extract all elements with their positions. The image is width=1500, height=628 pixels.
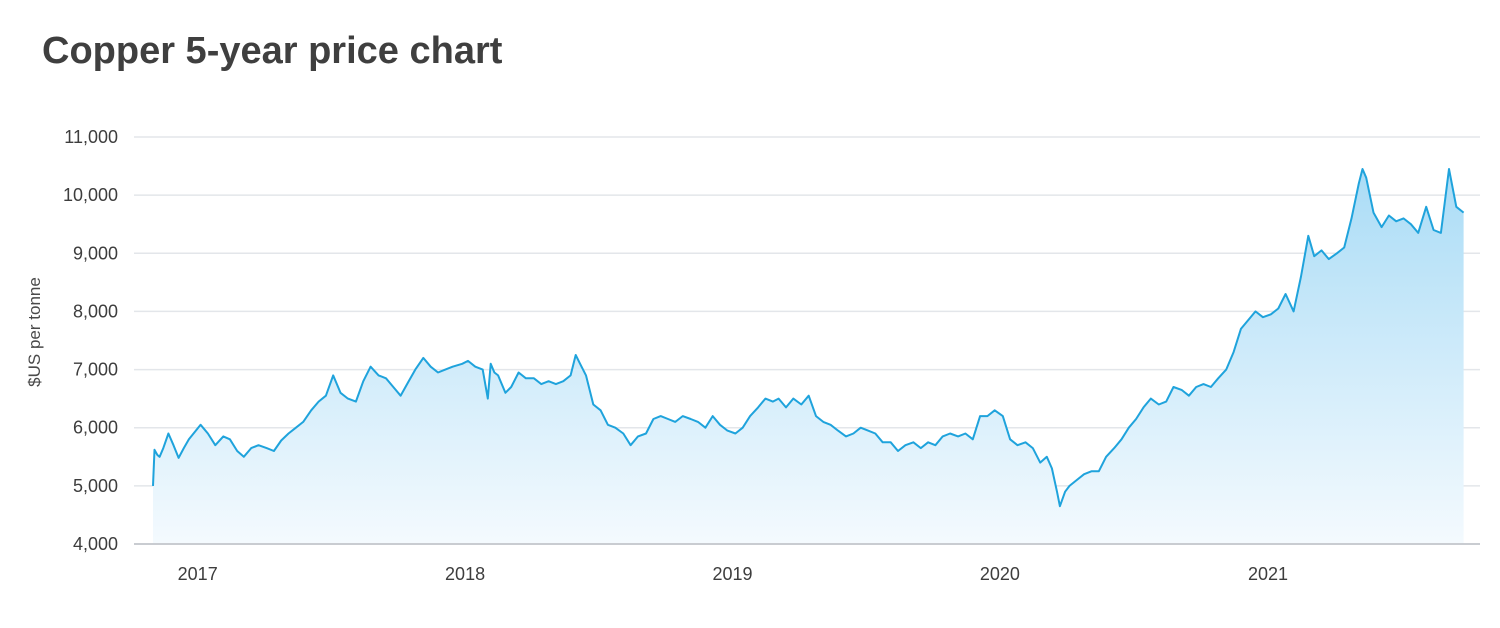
y-tick-label: 9,000 [73, 243, 118, 263]
x-tick-label: 2018 [445, 564, 485, 584]
x-tick-label: 2021 [1248, 564, 1288, 584]
y-axis-ticks: 4,000 5,000 6,000 7,000 8,000 9,000 10,000 11,0… [63, 127, 118, 554]
y-tick-label: 11,000 [64, 127, 118, 147]
y-tick-label: 7,000 [73, 360, 118, 380]
x-tick-label: 2020 [980, 564, 1020, 584]
x-tick-label: 2017 [178, 564, 218, 584]
y-tick-label: 8,000 [73, 301, 118, 321]
x-axis-ticks: 2017 2018 2019 2020 2021 [178, 564, 1288, 584]
chart-title: Copper 5-year price chart [42, 30, 503, 72]
y-axis-label: $US per tonne [25, 277, 44, 387]
y-tick-label: 5,000 [73, 476, 118, 496]
y-tick-label: 10,000 [63, 185, 118, 205]
x-tick-label: 2019 [712, 564, 752, 584]
price-line [152, 168, 1465, 508]
y-tick-label: 4,000 [73, 534, 118, 554]
y-tick-label: 6,000 [73, 418, 118, 438]
price-area-fill [153, 169, 1464, 544]
